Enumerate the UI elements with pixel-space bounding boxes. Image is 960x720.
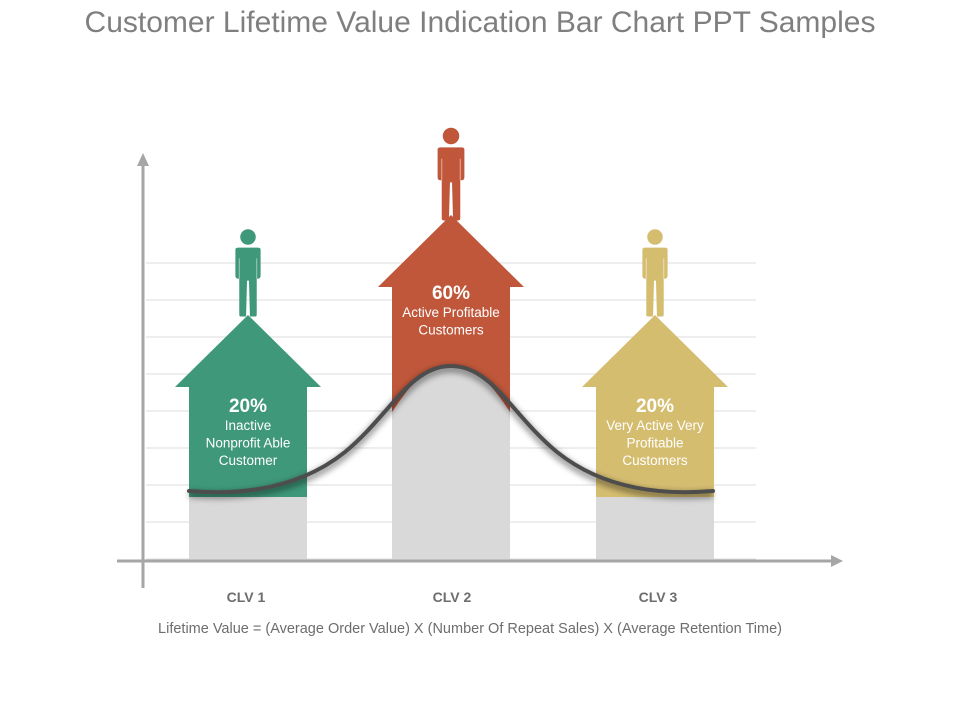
category-label: CLV 1 — [227, 589, 266, 605]
person-icon — [437, 127, 465, 221]
person-icons — [235, 127, 668, 317]
arrow-bars — [175, 215, 728, 497]
bar-label-group: 60%Active Profitable Customers — [402, 283, 500, 338]
arrow-bar-3 — [582, 315, 728, 497]
value-label: 20% — [229, 396, 267, 417]
category-labels: CLV 1 CLV 2 CLV 3 — [227, 589, 678, 605]
person-icon — [235, 229, 261, 317]
person-icon — [642, 229, 668, 317]
formula-footnote: Lifetime Value = (Average Order Value) X… — [158, 621, 782, 637]
description-line: Customers — [622, 453, 688, 468]
description-line: Active Profitable — [402, 305, 500, 320]
value-label: 20% — [636, 396, 674, 417]
bar-label-group: 20%Inactive Nonprofit Able Customer — [206, 396, 291, 468]
page-title: Customer Lifetime Value Indication Bar C… — [84, 6, 876, 39]
bell-curve — [187, 363, 715, 561]
curve-shadow — [188, 364, 714, 500]
description-line: Inactive — [225, 418, 272, 433]
arrow-bar-2 — [378, 215, 524, 420]
description-line: Nonprofit Able — [206, 436, 291, 451]
description-line: Very Active Very — [606, 418, 704, 433]
axes — [117, 153, 843, 588]
x-axis-arrowhead — [831, 555, 843, 567]
bell-hump — [392, 366, 510, 561]
y-axis-arrowhead — [137, 153, 149, 166]
curve-line — [187, 363, 715, 495]
bar-label-group: 20%Very Active Very Profitable Customers — [606, 396, 704, 468]
category-label: CLV 2 — [433, 589, 472, 605]
description-line: Profitable — [626, 436, 683, 451]
description-line: Customer — [219, 453, 278, 468]
description-line: Customers — [418, 323, 484, 338]
bar-base — [596, 490, 714, 561]
category-label: CLV 3 — [639, 589, 678, 605]
value-label: 60% — [432, 283, 470, 304]
bar-base — [189, 490, 307, 561]
arrow-bar-1 — [175, 315, 321, 497]
